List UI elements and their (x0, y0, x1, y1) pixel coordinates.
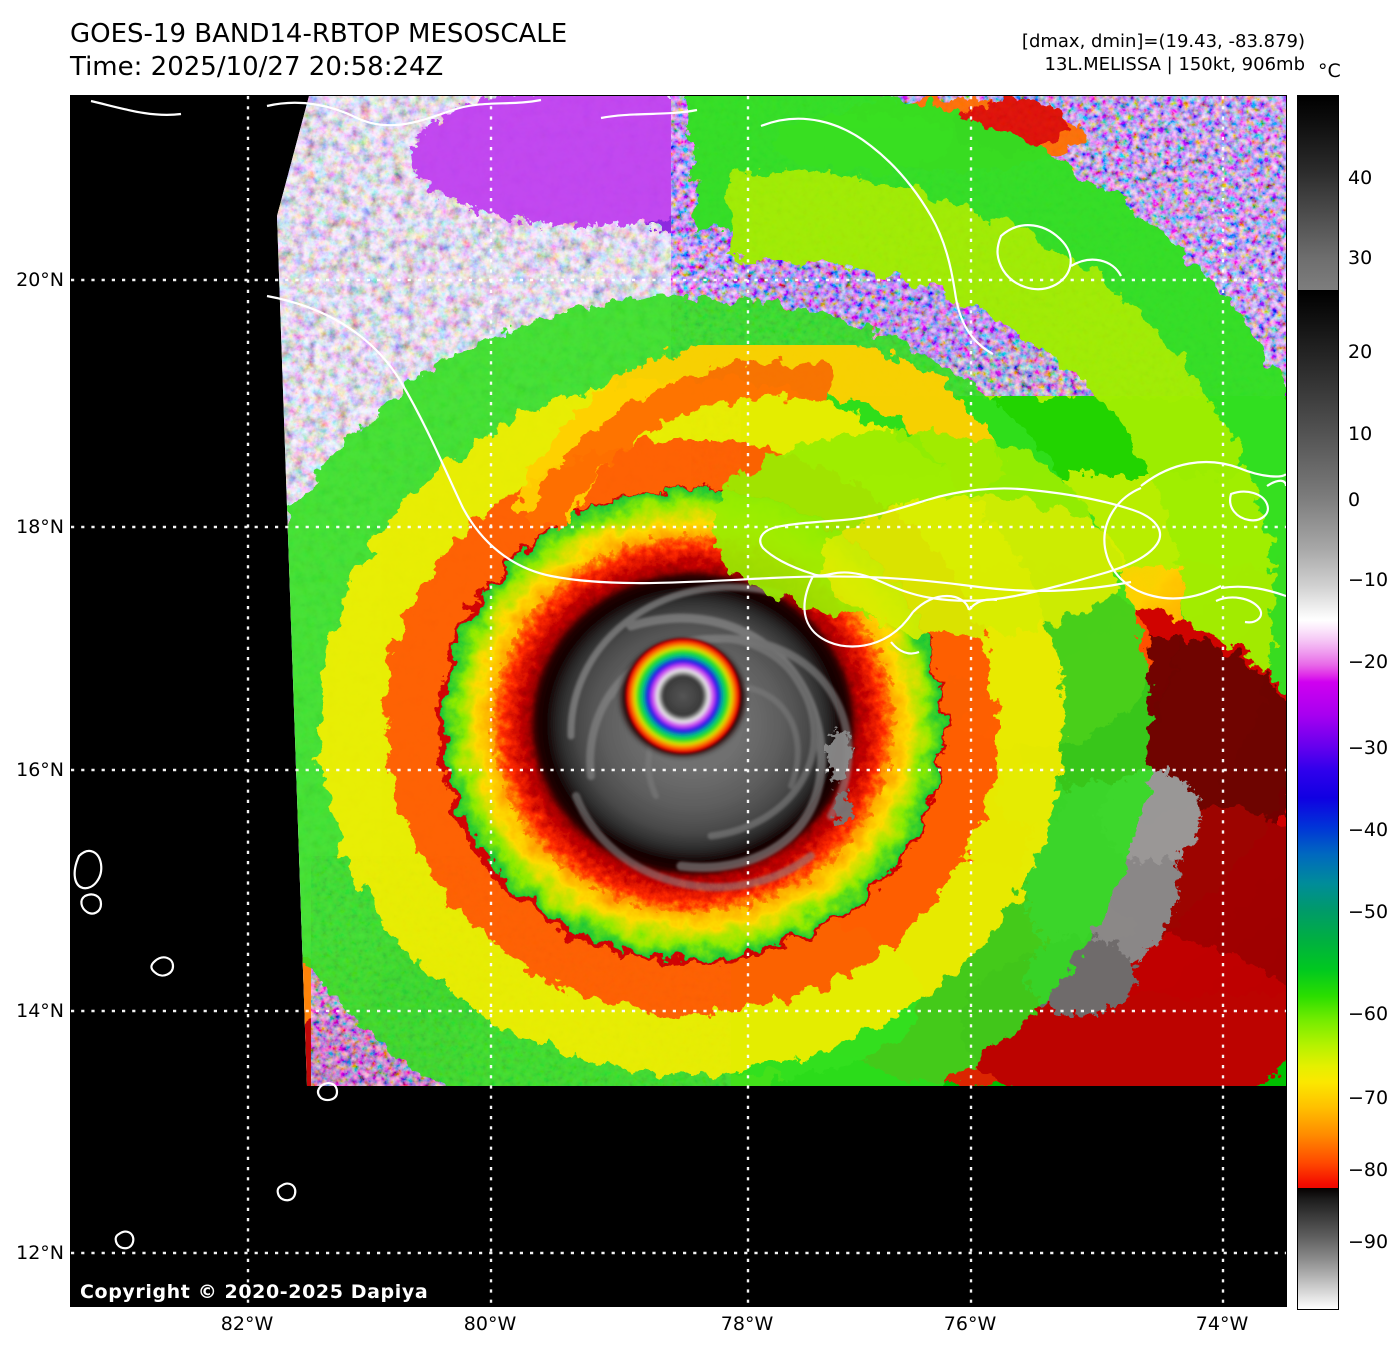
copyright-label: Copyright © 2020-2025 Dapiya (80, 1281, 429, 1303)
colorbar-segment-magenta (1298, 620, 1338, 682)
colorbar-tick-label: −90 (1348, 1231, 1389, 1253)
colorbar-tick-label: −20 (1348, 651, 1389, 673)
xtick-label: 78°W (720, 1313, 774, 1335)
colorbar-tick-label: 40 (1348, 167, 1373, 189)
colorbar-tick-label: −60 (1348, 1003, 1389, 1025)
satellite-imagery (71, 96, 1286, 1306)
ytick-label: 20°N (16, 269, 64, 291)
xtick-label: 76°W (943, 1313, 997, 1335)
title-block: GOES-19 BAND14-RBTOP MESOSCALE Time: 202… (70, 18, 567, 85)
metadata-block: [dmax, dmin]=(19.43, -83.879) 13L.MELISS… (1022, 30, 1305, 77)
colorbar-tick-label: −80 (1348, 1159, 1389, 1181)
ytick-label: 14°N (16, 1000, 64, 1022)
lat-lon-gridlines (71, 96, 1286, 1306)
colorbar-segment-warm-lo (1298, 290, 1338, 620)
colorbar-tick-label: −30 (1348, 737, 1389, 759)
colorbar-tick-label: −50 (1348, 901, 1389, 923)
timestamp-label: Time: 2025/10/27 20:58:24Z (70, 52, 444, 83)
colorbar-tick-label: 30 (1348, 247, 1373, 269)
storm-info-label: 13L.MELISSA | 150kt, 906mb (1044, 54, 1306, 76)
colorbar-tick-label: −70 (1348, 1087, 1389, 1109)
ytick-label: 18°N (16, 516, 64, 538)
colorbar-unit-label: °C (1318, 60, 1341, 82)
colorbar-tick-label: −40 (1348, 819, 1389, 841)
ytick-label: 12°N (16, 1242, 64, 1264)
satellite-image-plot (70, 95, 1287, 1307)
colorbar-segment-blue-teal (1298, 798, 1338, 910)
colorbar-segment-cold-gray-tail (1298, 1188, 1338, 1309)
colorbar-segment-warm-hi (1298, 96, 1338, 290)
colorbar-tick-label: 20 (1348, 341, 1373, 363)
colorbar-segment-yellow (1298, 1020, 1338, 1082)
xtick-label: 82°W (220, 1313, 274, 1335)
colorbar-tick-label: 0 (1348, 489, 1361, 511)
temperature-colorbar (1297, 95, 1339, 1310)
colorbar-segment-green (1298, 910, 1338, 1020)
page-title: GOES-19 BAND14-RBTOP MESOSCALE (70, 19, 568, 49)
ytick-label: 16°N (16, 759, 64, 781)
hurricane-eye (625, 638, 741, 754)
brightness-temperature-field (277, 96, 1286, 1086)
colorbar-tick-label: 10 (1348, 423, 1373, 445)
colorbar-segment-orange-red (1298, 1082, 1338, 1198)
xtick-label: 80°W (463, 1313, 517, 1335)
xtick-label: 74°W (1195, 1313, 1249, 1335)
colorbar-segment-violet-blue (1298, 682, 1338, 798)
dminmax-label: [dmax, dmin]=(19.43, -83.879) (1021, 31, 1305, 52)
colorbar-tick-label: −10 (1348, 569, 1389, 591)
